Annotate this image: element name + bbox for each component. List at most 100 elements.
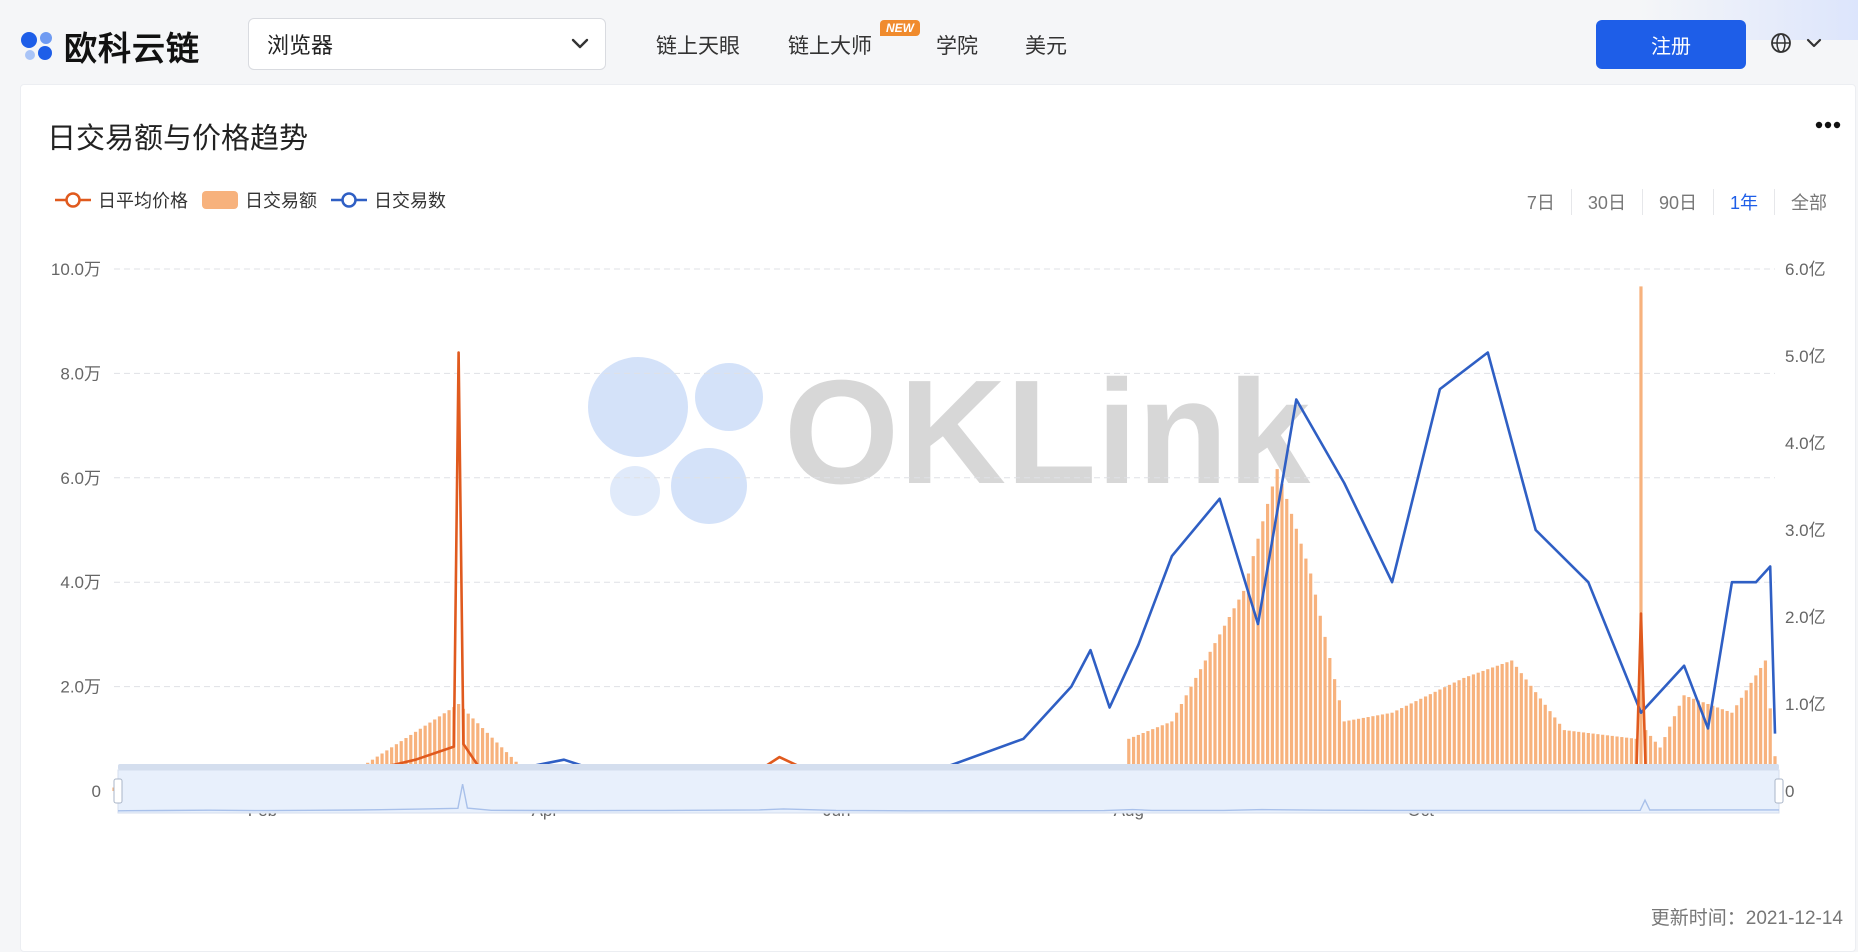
- volume-bar: [1151, 729, 1155, 791]
- range-90d[interactable]: 90日: [1641, 189, 1713, 215]
- volume-bar: [1203, 660, 1207, 791]
- range-30d[interactable]: 30日: [1570, 189, 1642, 215]
- more-options-icon[interactable]: [1815, 121, 1841, 129]
- volume-bar: [1706, 704, 1710, 791]
- legend-item-tx-count[interactable]: 日交易数: [331, 187, 446, 213]
- volume-bar: [1356, 718, 1361, 791]
- volume-bar: [1701, 702, 1705, 791]
- chart-legend: 日平均价格 日交易额 日交易数: [55, 187, 446, 213]
- volume-bar: [1419, 698, 1423, 791]
- y-right-tick-label: 4.0亿: [1785, 434, 1826, 453]
- volume-bar: [1677, 705, 1681, 791]
- y-right-tick-label: 5.0亿: [1785, 347, 1826, 366]
- register-button[interactable]: 注册: [1596, 20, 1746, 69]
- volume-bar: [413, 731, 418, 791]
- y-right-tick-label: 3.0亿: [1785, 521, 1826, 540]
- volume-bar: [1400, 708, 1404, 791]
- zoom-slider-handle-left[interactable]: [113, 778, 123, 804]
- y-right-tick-label: 0: [1785, 782, 1794, 801]
- volume-bar: [1184, 695, 1188, 791]
- volume-bar: [447, 710, 451, 791]
- volume-bar: [1534, 692, 1538, 791]
- legend-item-daily-volume[interactable]: 日交易额: [202, 187, 317, 213]
- y-left-tick-label: 0: [92, 782, 101, 801]
- volume-bar: [480, 728, 485, 791]
- volume-bar: [1309, 573, 1313, 791]
- volume-bar: [1131, 736, 1136, 791]
- chart-title: 日交易额与价格趋势: [47, 123, 309, 155]
- brand-name: 欧科云链: [64, 30, 200, 67]
- volume-bar: [1275, 469, 1279, 791]
- volume-bar: [1739, 697, 1744, 791]
- update-time: 更新时间：2021-12-14: [1650, 908, 1843, 929]
- volume-bar: [1189, 686, 1193, 791]
- nav-item-chain-master[interactable]: 链上大师: [788, 35, 872, 58]
- volume-bar: [1557, 723, 1562, 791]
- volume-bar: [1720, 709, 1724, 791]
- volume-bar: [452, 707, 456, 791]
- volume-bar: [1323, 636, 1327, 791]
- y-left-tick-label: 10.0万: [51, 260, 101, 279]
- volume-bar: [1146, 731, 1150, 791]
- currency-selector[interactable]: 美元: [1025, 35, 1067, 58]
- range-all[interactable]: 全部: [1774, 189, 1843, 215]
- volume-bar: [1486, 669, 1490, 791]
- y-left-tick-label: 2.0万: [60, 678, 101, 697]
- explorer-select[interactable]: 浏览器: [248, 18, 606, 70]
- volume-bar: [1586, 733, 1590, 791]
- chart-card: 日交易额与价格趋势 日平均价格 日交易额 日交易数 7日 30日 90日 1年 …: [20, 84, 1856, 952]
- volume-bar: [1725, 710, 1729, 791]
- legend-item-avg-price[interactable]: 日平均价格: [55, 187, 188, 213]
- zoom-slider-handle-right[interactable]: [1774, 778, 1784, 804]
- trend-chart: OKLink 0 2.0万 4.0万 6.0万 8.0万 10.0万 0 1.0亿 2.0亿 3.0…: [51, 260, 1826, 820]
- watermark-circle: [671, 448, 747, 524]
- volume-bar: [1371, 716, 1375, 791]
- chevron-down-icon: [1806, 38, 1822, 48]
- range-7d[interactable]: 7日: [1526, 193, 1555, 213]
- legend-line-marker-icon: [55, 192, 91, 208]
- y-left-tick-label: 8.0万: [60, 364, 101, 383]
- volume-bar: [1266, 503, 1270, 791]
- volume-bar: [1510, 660, 1514, 791]
- y-left-tick-label: 4.0万: [60, 573, 101, 592]
- nav-item-academy[interactable]: 学院: [936, 35, 978, 58]
- logo[interactable]: 欧科云链: [20, 22, 200, 70]
- zoom-slider-preview-line: [117, 783, 1779, 812]
- volume-bar: [1577, 731, 1581, 791]
- volume-bar: [1136, 734, 1140, 791]
- volume-bar: [437, 716, 442, 791]
- volume-bar: [1615, 736, 1619, 791]
- volume-bar: [409, 734, 413, 791]
- volume-bar: [1165, 723, 1169, 791]
- volume-bar: [1227, 617, 1231, 791]
- top-navigation-bar: 欧科云链 浏览器 链上天眼 链上大师 学院 美元 NEW 注册: [0, 0, 1858, 86]
- volume-bar: [1672, 716, 1677, 791]
- volume-bar: [1414, 701, 1418, 791]
- range-1y[interactable]: 1年: [1712, 189, 1774, 215]
- volume-bar: [1749, 682, 1753, 791]
- volume-bar: [1601, 734, 1605, 791]
- volume-bar: [1711, 705, 1715, 791]
- volume-bar: [1519, 673, 1523, 791]
- volume-bar: [1562, 730, 1566, 791]
- volume-bar: [1581, 732, 1586, 791]
- volume-bar: [1218, 634, 1222, 791]
- volume-bar: [1390, 712, 1394, 791]
- language-selector[interactable]: [1770, 32, 1822, 54]
- volume-bar: [1423, 696, 1428, 791]
- volume-bar: [1447, 684, 1452, 791]
- volume-bar: [1160, 725, 1164, 791]
- legend-label: 日平均价格: [98, 191, 188, 211]
- nav-item-chain-eye[interactable]: 链上天眼: [656, 35, 740, 58]
- volume-bar: [1495, 665, 1499, 791]
- watermark-circle: [588, 357, 688, 457]
- volume-bar: [461, 708, 466, 791]
- volume-bar: [1333, 679, 1337, 791]
- volume-bar: [1759, 667, 1763, 791]
- volume-bar: [1175, 712, 1179, 791]
- volume-bar: [1347, 720, 1351, 791]
- volume-bar: [1505, 662, 1509, 791]
- watermark-text: OKLink: [784, 350, 1311, 515]
- volume-bar: [433, 719, 437, 791]
- volume-bar: [1299, 543, 1303, 791]
